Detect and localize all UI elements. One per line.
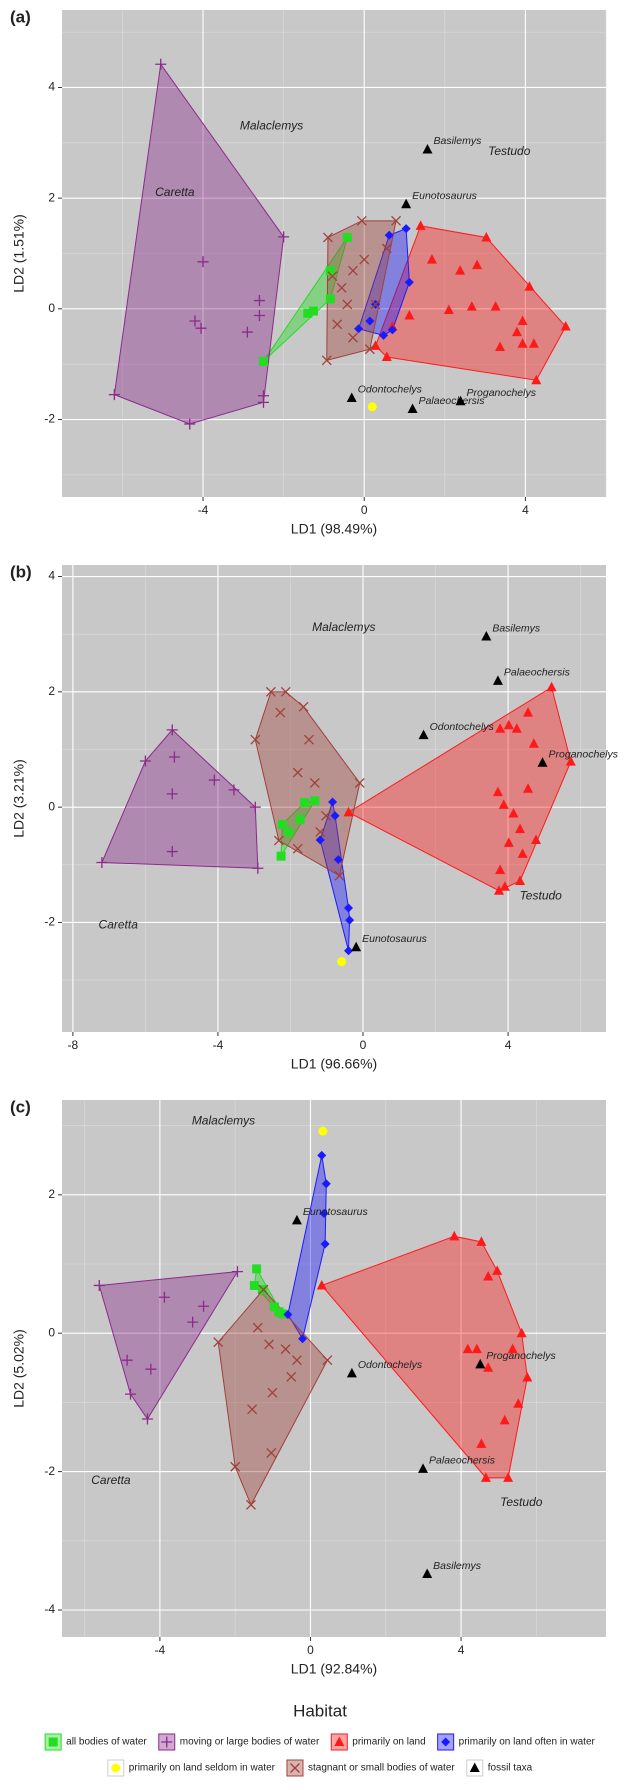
point — [318, 1127, 327, 1136]
point — [284, 827, 293, 836]
y-axis-label: LD2 (1.51%) — [11, 214, 27, 293]
point — [250, 1281, 259, 1290]
point — [111, 1764, 120, 1773]
x-tick-label: -4 — [155, 1643, 166, 1657]
y-tick-label: 0 — [48, 799, 55, 813]
point-label: Basilemys — [433, 135, 482, 147]
y-axis-label: LD2 (3.21%) — [11, 759, 27, 838]
point-label: Eunotosaurus — [362, 933, 428, 945]
legend-label: primarily on land seldom in water — [129, 1763, 276, 1774]
point — [258, 1285, 267, 1294]
annotation: Testudo — [520, 889, 563, 903]
annotation: Malaclemys — [192, 1114, 255, 1128]
y-tick-label: 4 — [48, 80, 55, 94]
legend-label: primarily on land often in water — [459, 1737, 596, 1748]
point — [252, 1264, 261, 1273]
point — [300, 798, 309, 807]
legend-item: primarily on land — [331, 1734, 425, 1750]
x-axis-label: LD1 (98.49%) — [291, 521, 377, 537]
point — [49, 1738, 58, 1747]
x-tick-label: 0 — [361, 503, 368, 517]
series — [318, 1127, 327, 1136]
point-label: Palaeochersis — [504, 667, 571, 679]
point — [270, 1302, 279, 1311]
point-label: Odontochelys — [430, 721, 495, 733]
y-tick-label: -4 — [44, 1602, 55, 1616]
series — [368, 402, 377, 411]
x-tick-label: 4 — [522, 503, 529, 517]
point — [310, 796, 319, 805]
legend-item: stagnant or small bodies of water — [287, 1760, 455, 1776]
x-tick-label: 4 — [505, 1038, 512, 1052]
figure: -4 0 4 -2 0 2 4 (a) LD1 (98.49%) LD2 (1.51%) Basil… — [0, 0, 640, 1790]
series — [337, 957, 346, 966]
legend-label: stagnant or small bodies of water — [308, 1763, 455, 1774]
x-tick-label: 0 — [360, 1038, 367, 1052]
legend-row: primarily on land seldom in water stagnan… — [108, 1760, 533, 1776]
point-label: Basilemys — [433, 1560, 482, 1572]
panel-label: (b) — [10, 562, 32, 581]
legend-item: primarily on land seldom in water — [108, 1760, 276, 1776]
point — [277, 852, 286, 861]
legend-row: all bodies of water moving or large bodie… — [45, 1734, 595, 1750]
x-axis-label: LD1 (92.84%) — [291, 1661, 377, 1677]
y-tick-label: 0 — [48, 1325, 55, 1339]
x-tick-label: 4 — [458, 1643, 465, 1657]
y-tick-label: -2 — [44, 1464, 55, 1478]
point-label: Palaeochersis — [429, 1455, 496, 1467]
point — [326, 294, 335, 303]
annotation: Caretta — [99, 918, 139, 932]
annotation: Testudo — [488, 144, 531, 158]
point — [309, 307, 318, 316]
legend-item: moving or large bodies of water — [159, 1734, 320, 1750]
legend-label: fossil taxa — [488, 1763, 533, 1774]
annotation: Testudo — [500, 1495, 543, 1509]
point-label: Proganochelys — [467, 387, 537, 399]
point-label: Proganochelys — [486, 1350, 556, 1362]
point — [368, 402, 377, 411]
point — [337, 957, 346, 966]
point-label: Proganochelys — [549, 749, 619, 761]
y-axis-label: LD2 (5.02%) — [11, 1329, 27, 1408]
annotation: Malaclemys — [240, 118, 303, 132]
point — [343, 233, 352, 242]
legend-item: primarily on land often in water — [438, 1734, 596, 1750]
y-tick-label: 4 — [48, 569, 55, 583]
point-label: Odontochelys — [358, 384, 423, 396]
legend-label: moving or large bodies of water — [180, 1737, 320, 1748]
x-tick-label: -4 — [198, 503, 209, 517]
annotation: Caretta — [91, 1473, 131, 1487]
x-tick-label: 0 — [307, 1643, 314, 1657]
annotation: Malaclemys — [312, 620, 375, 634]
point-label: Eunotosaurus — [412, 190, 478, 202]
point-label: Odontochelys — [358, 1359, 423, 1371]
y-tick-label: -2 — [44, 915, 55, 929]
y-tick-label: 2 — [48, 1187, 55, 1201]
point — [259, 357, 268, 366]
legend-item: all bodies of water — [45, 1734, 147, 1750]
y-tick-label: 2 — [48, 684, 55, 698]
point-label: Basilemys — [492, 622, 541, 634]
y-tick-label: -2 — [44, 412, 55, 426]
point-label: Eunotosaurus — [303, 1206, 369, 1218]
legend-label: primarily on land — [352, 1737, 425, 1748]
legend-label: all bodies of water — [66, 1737, 147, 1748]
y-tick-label: 2 — [48, 190, 55, 204]
y-tick-label: 0 — [48, 301, 55, 315]
annotation: Caretta — [155, 185, 195, 199]
legend-item: fossil taxa — [467, 1760, 533, 1776]
x-tick-label: -8 — [68, 1038, 79, 1052]
panel-label: (c) — [10, 1097, 31, 1116]
panel-label: (a) — [10, 7, 31, 26]
point — [296, 815, 305, 824]
legend-title: Habitat — [293, 1701, 347, 1720]
x-tick-label: -4 — [213, 1038, 224, 1052]
x-axis-label: LD1 (96.66%) — [291, 1056, 377, 1072]
